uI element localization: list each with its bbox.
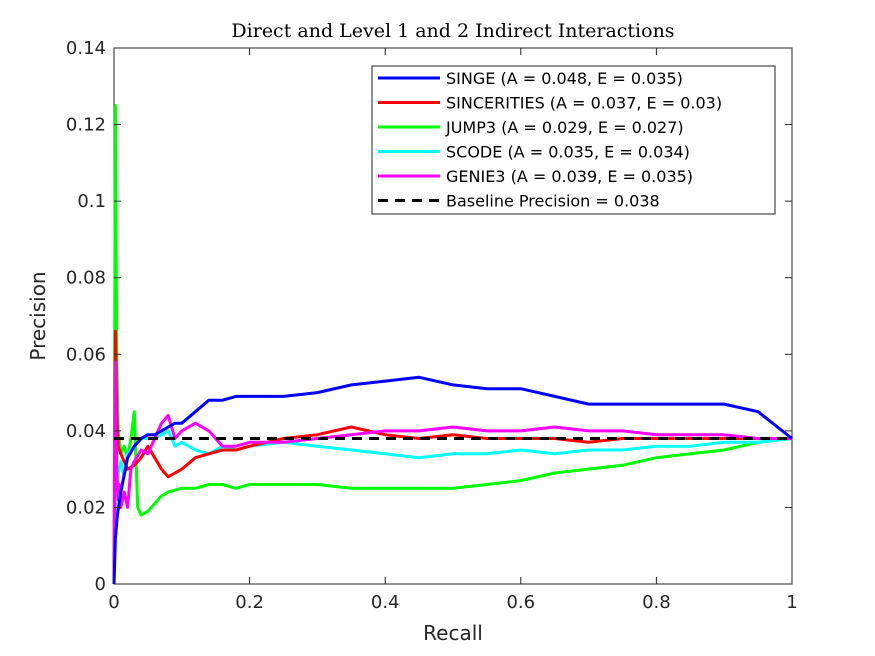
series-line-genie3: [112, 360, 792, 585]
legend-label: SINCERITIES (A = 0.037, E = 0.03): [446, 94, 722, 113]
y-tick-label: 0.04: [66, 421, 106, 442]
y-tick-label: 0.02: [66, 497, 106, 518]
y-tick-label: 0.08: [66, 268, 106, 289]
y-axis-title: Precision: [26, 271, 50, 360]
legend-label: JUMP3 (A = 0.029, E = 0.027): [445, 118, 684, 137]
legend-box: [371, 65, 776, 215]
x-tick-label: 0: [108, 592, 119, 613]
series-line-singe: [112, 375, 793, 585]
legend: SINGE (A = 0.048, E = 0.035) SINCERITIES …: [371, 65, 776, 215]
legend-label: SINGE (A = 0.048, E = 0.035): [446, 69, 683, 88]
y-tick-label: 0.06: [66, 344, 106, 365]
x-axis-title: Recall: [423, 621, 483, 645]
chart-title: Direct and Level 1 and 2 Indirect Intera…: [231, 20, 674, 42]
y-tick-label: 0.12: [66, 115, 106, 136]
y-tick-label: 0: [95, 574, 106, 595]
x-axis: 0 0.2 0.4 0.6 0.8 1: [108, 48, 798, 613]
legend-label: Baseline Precision = 0.038: [446, 192, 660, 211]
x-tick-label: 0.8: [642, 592, 671, 613]
legend-label: SCODE (A = 0.035, E = 0.034): [446, 143, 690, 162]
x-tick-label: 0.2: [235, 592, 264, 613]
x-tick-label: 0.6: [506, 592, 535, 613]
series-layer: [112, 103, 793, 585]
x-tick-label: 0.4: [371, 592, 400, 613]
y-axis: 0 0.02 0.04 0.06 0.08 0.1 0.12 0.14: [66, 38, 792, 595]
x-tick-label: 1: [786, 592, 797, 613]
legend-label: GENIE3 (A = 0.039, E = 0.035): [446, 167, 693, 186]
y-tick-label: 0.14: [66, 38, 106, 59]
y-tick-label: 0.1: [77, 191, 106, 212]
